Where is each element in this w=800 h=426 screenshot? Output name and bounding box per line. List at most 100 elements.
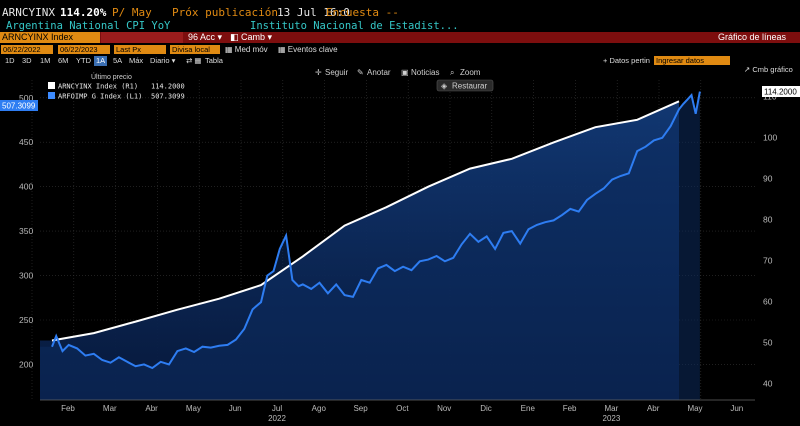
svg-text:Anotar: Anotar [367,68,391,77]
zoom-icon: ⌕ [450,68,454,77]
tab-1d[interactable]: 1D [5,56,15,65]
x-tick-label: Jul [272,404,282,413]
price-field[interactable]: Last Px [114,45,166,54]
legend-item-arfoimp[interactable]: ARFOIMP G Index (L1) 507.3099 [48,92,185,101]
security-header: ARNCYINX 114.20% P/ May Próx publicación… [0,6,800,20]
left-tick-label: 400 [19,182,33,192]
table-icon[interactable]: ⇄ ▦ [186,56,202,65]
ticker[interactable]: ARNCYINX [2,6,55,19]
left-tick-label: 450 [19,137,33,147]
currency-field[interactable]: Divisa local [170,45,220,54]
annotate-button[interactable]: ✎ Anotar [357,68,391,77]
x-tick-label: Feb [563,404,577,413]
command-bar: ARNCYINX Index 96 Acc ▾ ◧ Camb ▾ Gráfico… [0,32,800,43]
tab-ytd[interactable]: YTD [76,56,91,65]
left-tick-label: 300 [19,271,33,281]
chevron-down-icon: ▾ [265,32,273,42]
right-tick-label: 50 [763,338,773,348]
legend-header: Último precio [91,72,132,81]
right-tick-label: 60 [763,297,773,307]
news-button[interactable]: ▣ Noticias [401,68,439,77]
period: P/ May [112,6,152,19]
svg-text:Noticias: Noticias [411,68,439,77]
date-from-field[interactable]: 06/22/2022 [1,45,53,54]
year-label: 2023 [603,414,621,423]
news-icon: ▣ [401,68,409,77]
chart-toolbar: ✛ Seguir ✎ Anotar ▣ Noticias ⌕ Zoom ◈ Re… [315,68,494,92]
x-tick-label: May [186,404,201,413]
security-field[interactable]: ARNCYINX Index [0,32,100,43]
next-pub-date: 13 Jul 16:0 [277,6,350,19]
legend-item-arncyinx[interactable]: ARNCYINX Index (R1) 114.2000 [48,82,185,91]
follow-button[interactable]: ✛ Seguir [315,68,348,77]
left-tick-label: 200 [19,359,33,369]
restore-button[interactable]: ◈ Restaurar [436,79,494,92]
security-name: Argentina National CPI YoY [6,20,171,32]
edit-chart-button[interactable]: ↗ Cmb gráfico [744,65,793,74]
chevron-down-icon: ▾ [169,56,176,65]
series-area-arfoimp-inner [40,91,700,400]
x-tick-label: May [687,404,702,413]
tab-1a[interactable]: 1A [94,56,108,66]
x-tick-label: Jun [730,404,743,413]
data-button[interactable]: + Datos pertin [603,56,650,65]
chart-icon: ▦ [225,45,235,54]
x-tick-label: Nov [437,404,451,413]
x-tick-label: Mar [605,404,619,413]
left-tick-label: 350 [19,226,33,236]
x-tick-label: Abr [145,404,158,413]
series-line-arncyinx[interactable] [51,100,680,342]
svg-text:Restaurar: Restaurar [452,82,487,91]
data-input[interactable]: Ingresar datos [654,56,730,65]
pencil-icon: ✎ [357,68,364,77]
svg-text:ARNCYINX Index (R1): ARNCYINX Index (R1) [58,83,138,91]
series-line-arfoimp[interactable] [51,91,701,370]
events-button[interactable]: ▦ Eventos clave [278,45,338,54]
x-tick-label: Ago [312,404,327,413]
acc-icon: 96 [188,32,201,42]
table-button[interactable]: Tabla [205,56,223,65]
camb-menu[interactable]: ◧ Camb ▾ [230,32,273,42]
tab-6m[interactable]: 6M [58,56,69,65]
date-to-field[interactable]: 06/22/2023 [58,45,110,54]
right-axis: 405060708090100110 [763,91,777,388]
x-tick-label: Feb [61,404,75,413]
x-tick-label: Sep [353,404,368,413]
right-tick-label: 40 [763,379,773,389]
tab-max[interactable]: Máx [129,56,144,65]
frequency-select[interactable]: Diario ▾ [150,56,176,65]
legend-swatch [48,82,55,89]
last-value: 114.20% [60,6,107,19]
x-tick-label: Dic [480,404,492,413]
x-tick-label: Oct [396,404,409,413]
zoom-button[interactable]: ⌕ Zoom [450,68,481,77]
right-tick-label: 70 [763,256,773,266]
tab-5a[interactable]: 5A [113,56,123,65]
right-tick-label: 100 [763,132,777,142]
tab-3d[interactable]: 3D [22,56,32,65]
restore-button-bg [436,79,494,92]
acc-menu[interactable]: 96 Acc ▾ [188,32,223,42]
right-tick-label: 80 [763,215,773,225]
svg-text:507.3099: 507.3099 [151,93,185,101]
legend-swatch [48,92,55,99]
search-icon: ✛ [315,68,322,77]
right-tick-label: 90 [763,174,773,184]
left-tick-label: 250 [19,315,33,325]
svg-text:Zoom: Zoom [460,68,481,77]
left-tick-label: 500 [19,93,33,103]
svg-text:507.3099: 507.3099 [2,102,36,111]
right-axis-tag: 114.2000 [762,86,800,97]
plus-icon: + [603,56,610,65]
x-tick-label: Abr [647,404,660,413]
restore-icon: ◈ [441,82,448,91]
tab-1m[interactable]: 1M [40,56,51,65]
studies-button[interactable]: ▦ Med móv [225,45,268,54]
chart-type-label: Gráfico de líneas [718,32,787,42]
x-tick-label: Jun [229,404,242,413]
svg-text:Seguir: Seguir [325,68,348,77]
security-field-extra[interactable] [101,32,183,43]
x-axis: Feb Mar Abr May Jun Jul Ago Sep Oct Nov Dic Ene Feb M… [40,399,755,423]
